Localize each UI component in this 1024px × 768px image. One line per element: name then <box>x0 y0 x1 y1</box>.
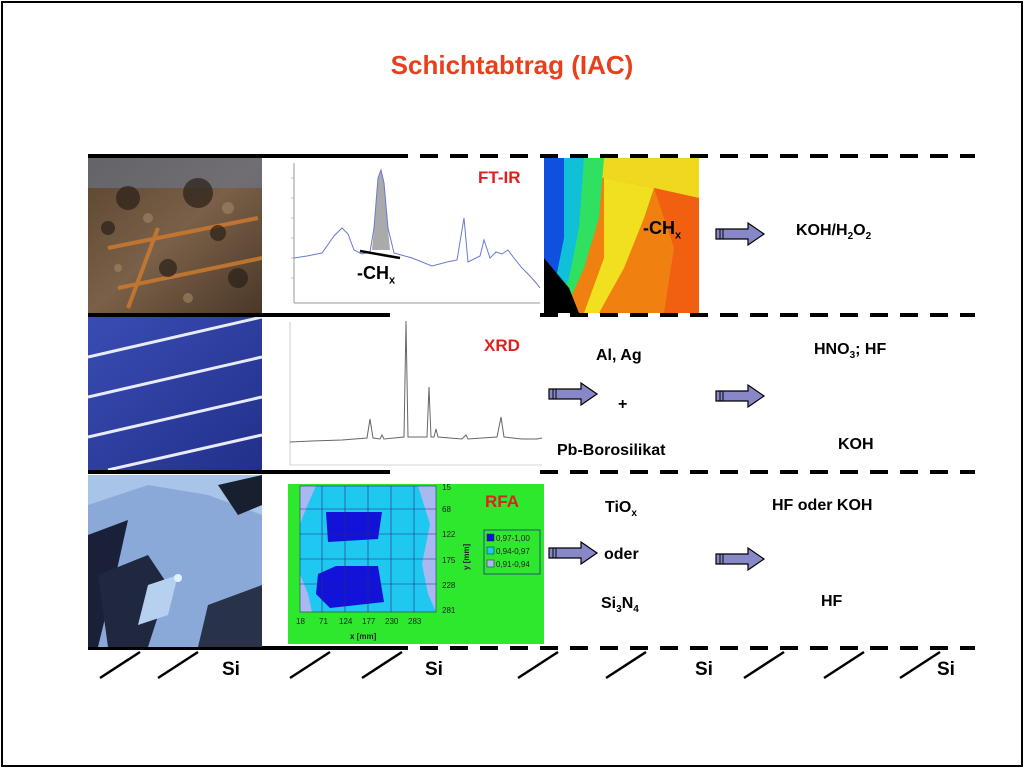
rfa-legend-entry: 0,97-1,00 <box>496 534 530 543</box>
method-label-xrd: XRD <box>484 336 520 355</box>
ftir-chx-annotation: -CHx <box>357 263 396 287</box>
arrow-icon <box>548 382 599 406</box>
rfa-y-tick: 175 <box>442 556 456 565</box>
reagent-row2-top: HNO3; HF <box>814 341 887 362</box>
rfa-y-tick: 228 <box>442 581 456 590</box>
rfa-legend-entry: 0,91-0,94 <box>496 560 530 569</box>
reagent-row2-bottom: KOH <box>838 436 874 453</box>
slide-title: Schichtabtrag (IAC) <box>390 50 634 80</box>
photo-film-surface <box>88 475 262 647</box>
rfa-y-tick: 122 <box>442 530 456 539</box>
rfa-x-tick: 18 <box>296 617 305 626</box>
arrow-icon <box>715 547 766 571</box>
method-label-ftir: FT-IR <box>478 168 521 187</box>
arrow-icon <box>715 384 766 408</box>
method-label-rfa: RFA <box>485 492 519 511</box>
substrate-label-si: Si <box>695 659 713 680</box>
rfa-x-tick: 283 <box>408 617 422 626</box>
map-chx-annotation: -CHx <box>643 218 682 242</box>
rfa-legend-entry: 0,94-0,97 <box>496 547 530 556</box>
photo-burnt-module <box>88 158 262 313</box>
material-si3n4: Si3N4 <box>601 595 639 616</box>
material-oder: oder <box>604 546 639 563</box>
arrow-icon <box>715 222 766 246</box>
rfa-x-axis-label: x [mm] <box>350 632 377 641</box>
substrate-label-si: Si <box>222 659 240 680</box>
arrow-icon <box>548 541 599 565</box>
substrate-label-si: Si <box>937 659 955 680</box>
reagent-row1: KOH/H2O2 <box>796 222 872 243</box>
rfa-x-tick: 230 <box>385 617 399 626</box>
material-al-ag: Al, Ag <box>596 347 642 364</box>
photo-solar-cell <box>88 317 262 470</box>
rfa-y-tick: 281 <box>442 606 456 615</box>
rfa-distribution-map: 15 68 122 175 228 281 18 71 124 177 230 … <box>288 484 544 644</box>
rfa-x-tick: 124 <box>339 617 353 626</box>
ftir-spectrum <box>282 158 544 313</box>
rfa-legend: 0,97-1,00 0,94-0,97 0,91-0,94 <box>483 529 541 575</box>
material-tiox: TiOx <box>605 499 637 520</box>
rfa-y-axis-label: y [mm] <box>462 543 471 570</box>
reagent-row3-bottom: HF <box>821 593 843 610</box>
rfa-y-tick: 68 <box>442 505 451 514</box>
substrate-label-si: Si <box>425 659 443 680</box>
substrate-hatching <box>99 650 941 680</box>
rfa-x-tick: 177 <box>362 617 376 626</box>
chx-heatmap <box>544 158 699 313</box>
xrd-pattern <box>282 317 544 470</box>
reagent-row3-top: HF oder KOH <box>772 497 873 514</box>
material-pb-borosilikat: Pb-Borosilikat <box>557 442 666 459</box>
rfa-x-tick: 71 <box>319 617 328 626</box>
rfa-y-tick: 15 <box>442 484 451 492</box>
material-plus: + <box>618 396 628 413</box>
